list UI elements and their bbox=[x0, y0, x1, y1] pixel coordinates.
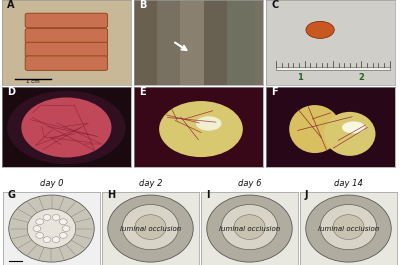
FancyBboxPatch shape bbox=[180, 0, 209, 85]
Text: B: B bbox=[139, 0, 146, 10]
Text: day 6: day 6 bbox=[238, 179, 261, 188]
Text: 1 cm: 1 cm bbox=[26, 79, 40, 84]
Ellipse shape bbox=[221, 205, 278, 250]
Text: day 2: day 2 bbox=[139, 179, 162, 188]
Text: E: E bbox=[139, 87, 146, 97]
Circle shape bbox=[43, 237, 51, 242]
Text: luminal occlusion: luminal occlusion bbox=[120, 226, 181, 232]
Circle shape bbox=[33, 226, 41, 232]
Text: G: G bbox=[8, 190, 16, 200]
Ellipse shape bbox=[196, 116, 222, 131]
Ellipse shape bbox=[108, 195, 193, 262]
Text: J: J bbox=[305, 190, 308, 200]
Text: 2: 2 bbox=[358, 73, 364, 82]
Ellipse shape bbox=[27, 209, 76, 248]
Circle shape bbox=[52, 237, 60, 242]
Ellipse shape bbox=[159, 101, 243, 157]
Text: 1: 1 bbox=[296, 73, 302, 82]
Text: H: H bbox=[107, 190, 115, 200]
Ellipse shape bbox=[333, 215, 364, 240]
FancyBboxPatch shape bbox=[157, 0, 186, 85]
Text: A: A bbox=[7, 0, 15, 10]
Ellipse shape bbox=[122, 205, 179, 250]
Circle shape bbox=[7, 91, 126, 164]
Ellipse shape bbox=[306, 21, 334, 38]
FancyBboxPatch shape bbox=[25, 56, 108, 70]
Ellipse shape bbox=[320, 205, 377, 250]
FancyBboxPatch shape bbox=[227, 0, 255, 85]
Ellipse shape bbox=[234, 215, 265, 240]
FancyBboxPatch shape bbox=[25, 42, 108, 57]
Ellipse shape bbox=[289, 105, 341, 153]
FancyBboxPatch shape bbox=[134, 0, 162, 85]
Text: day 14: day 14 bbox=[334, 179, 363, 188]
Circle shape bbox=[43, 215, 51, 220]
Circle shape bbox=[36, 219, 44, 225]
FancyBboxPatch shape bbox=[25, 29, 108, 43]
Ellipse shape bbox=[324, 112, 376, 156]
Ellipse shape bbox=[306, 195, 391, 262]
Circle shape bbox=[62, 226, 70, 232]
Ellipse shape bbox=[207, 195, 292, 262]
Circle shape bbox=[59, 232, 67, 238]
Text: I: I bbox=[206, 190, 209, 200]
Circle shape bbox=[36, 232, 44, 238]
Text: luminal occlusion: luminal occlusion bbox=[219, 226, 280, 232]
FancyBboxPatch shape bbox=[25, 13, 108, 28]
Ellipse shape bbox=[135, 215, 166, 240]
Text: luminal occlusion: luminal occlusion bbox=[318, 226, 379, 232]
Ellipse shape bbox=[21, 98, 112, 157]
Text: C: C bbox=[271, 0, 278, 10]
Ellipse shape bbox=[342, 121, 365, 134]
Text: day 0: day 0 bbox=[40, 179, 63, 188]
FancyBboxPatch shape bbox=[204, 0, 232, 85]
Text: D: D bbox=[7, 87, 15, 97]
Bar bbox=[276, 67, 390, 70]
Circle shape bbox=[52, 215, 60, 220]
Circle shape bbox=[59, 219, 67, 225]
Ellipse shape bbox=[9, 195, 94, 262]
Text: F: F bbox=[271, 87, 278, 97]
